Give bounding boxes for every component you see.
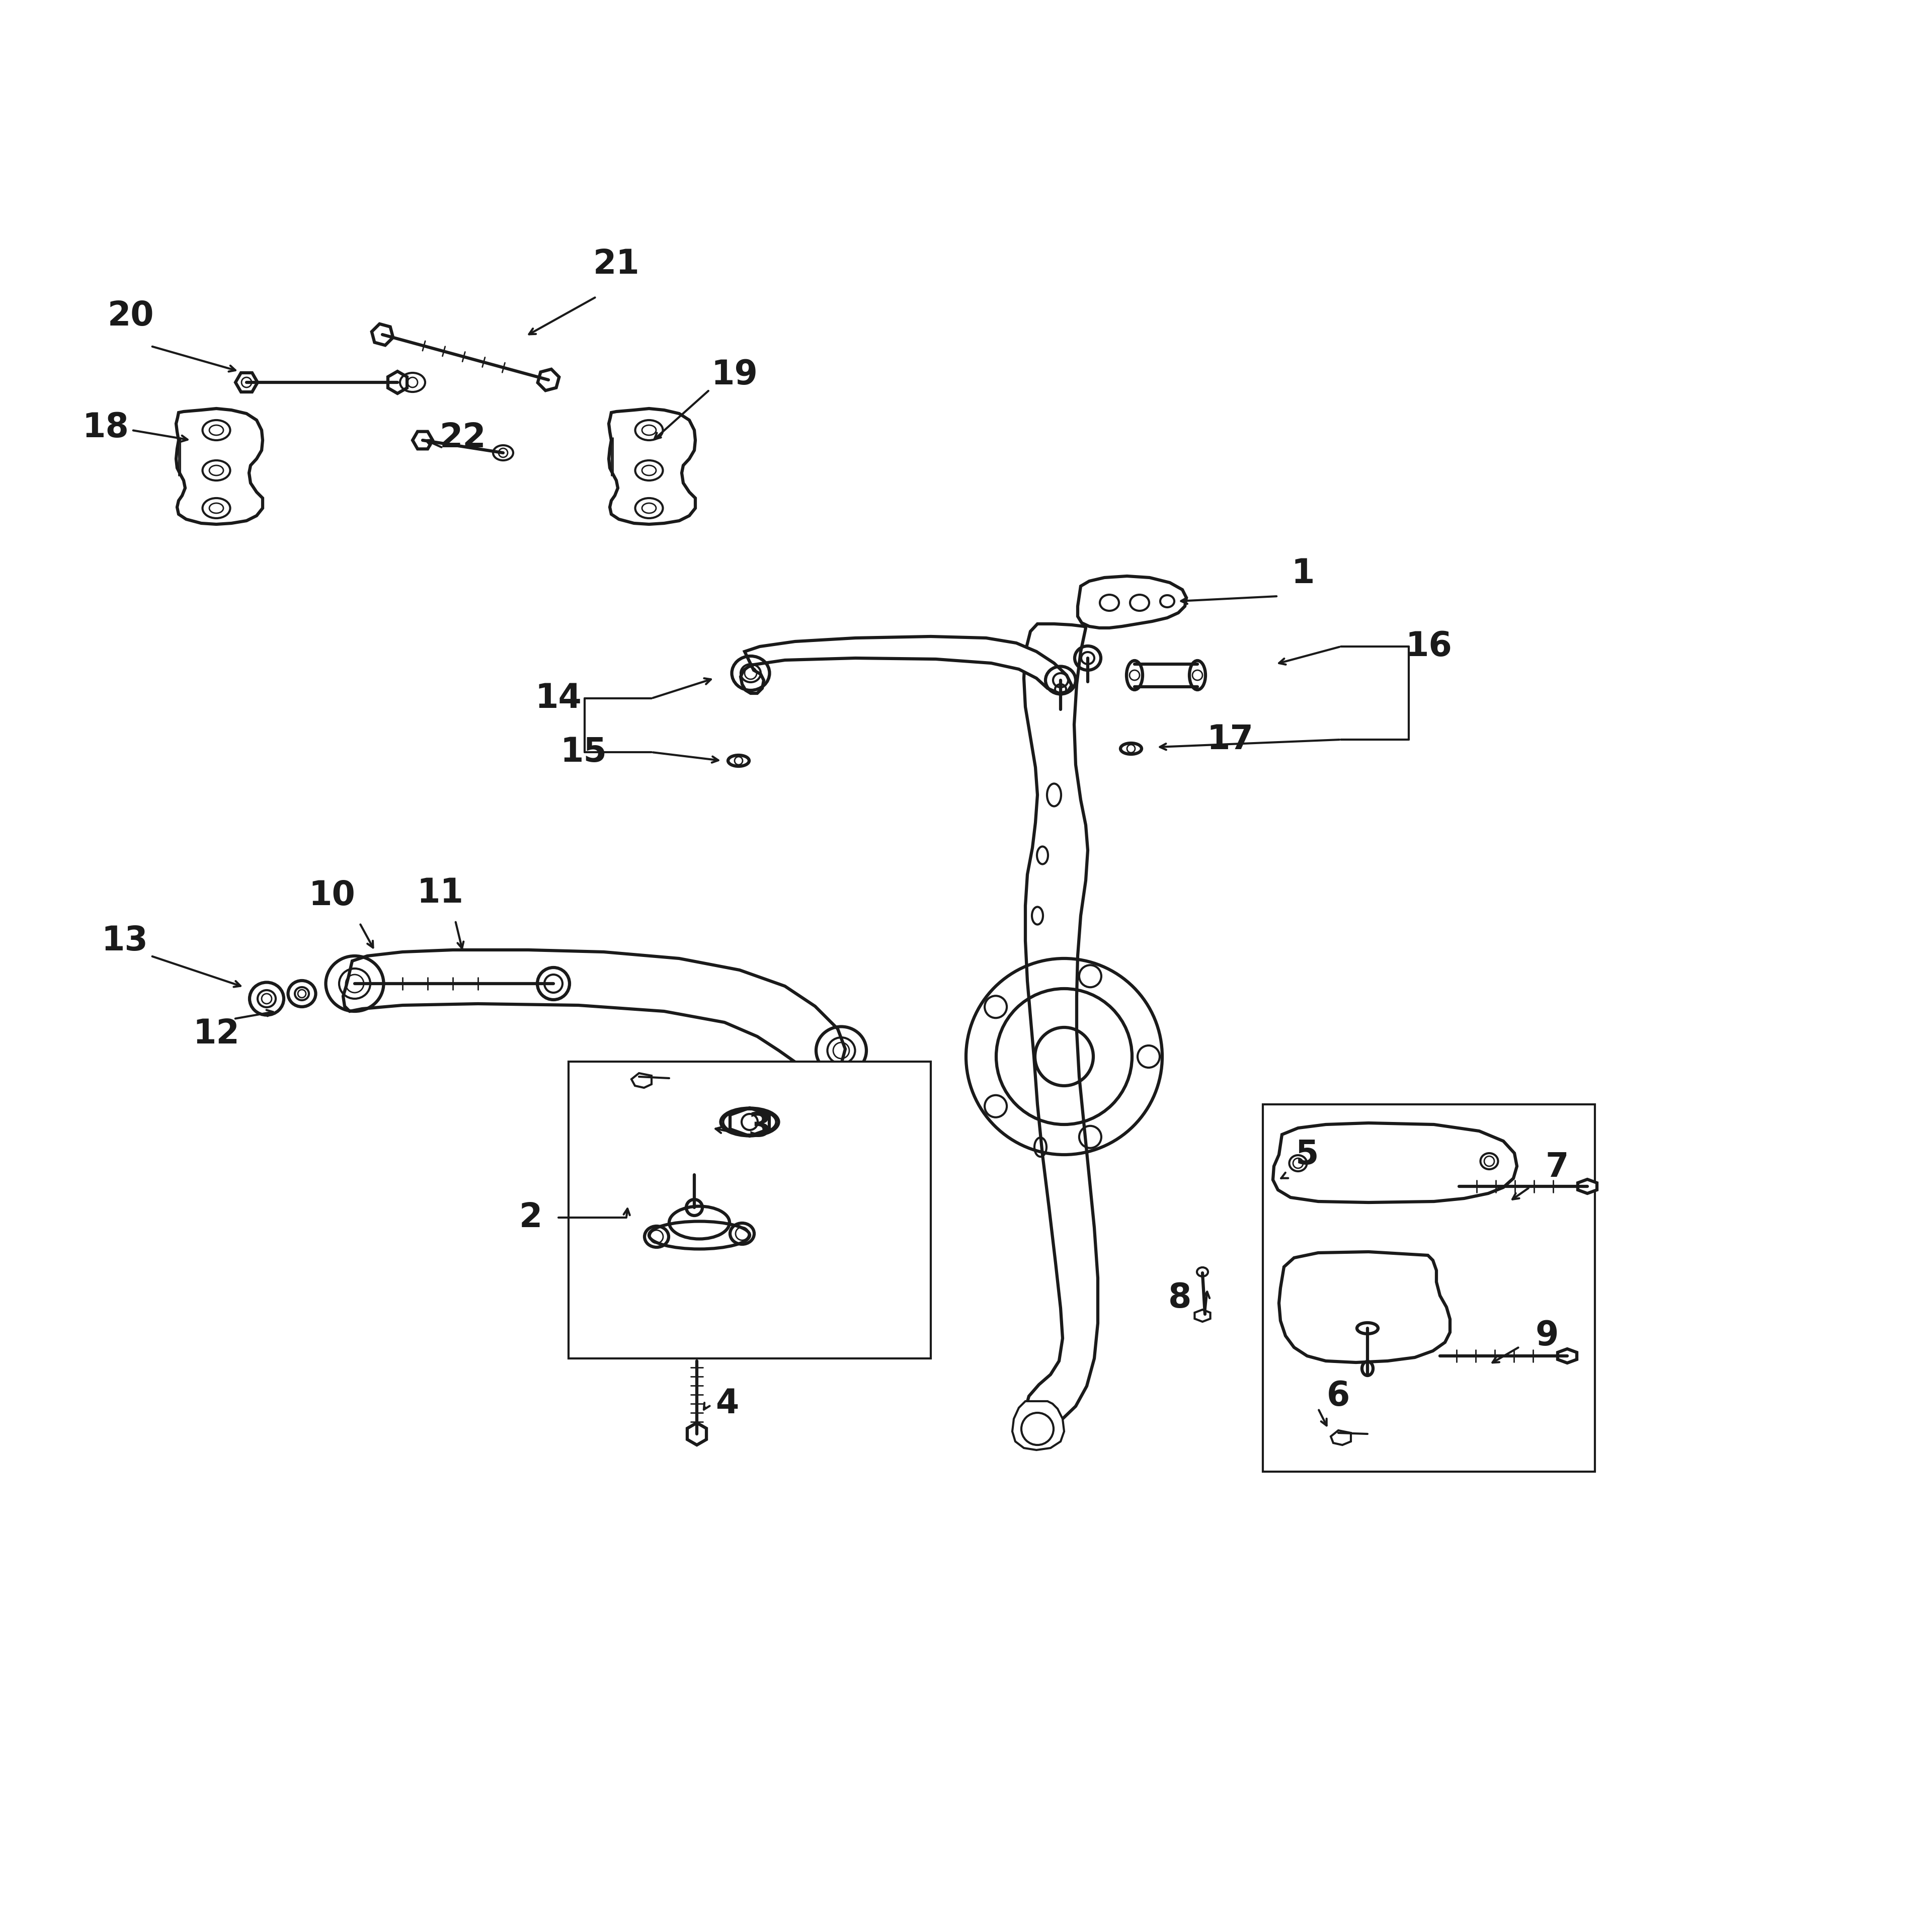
Polygon shape: [236, 373, 257, 392]
Text: 17: 17: [1208, 723, 1254, 755]
Text: 4: 4: [715, 1387, 738, 1420]
Polygon shape: [371, 325, 392, 346]
Text: 21: 21: [593, 247, 639, 280]
Text: 1: 1: [1291, 556, 1316, 589]
Polygon shape: [1012, 1401, 1065, 1451]
Polygon shape: [1078, 576, 1186, 628]
Text: 22: 22: [440, 421, 487, 454]
Polygon shape: [740, 636, 1072, 694]
Text: 7: 7: [1546, 1151, 1569, 1184]
Text: 15: 15: [560, 736, 607, 769]
Text: 10: 10: [309, 879, 355, 912]
Text: 9: 9: [1536, 1320, 1559, 1352]
Text: 18: 18: [83, 412, 129, 444]
Polygon shape: [1273, 1122, 1517, 1202]
Polygon shape: [1578, 1179, 1598, 1194]
Polygon shape: [1024, 624, 1097, 1426]
Text: 20: 20: [108, 299, 155, 332]
Polygon shape: [176, 408, 263, 524]
Bar: [568, 1061, 931, 1358]
Text: 13: 13: [102, 923, 149, 958]
Text: 11: 11: [417, 877, 464, 910]
Polygon shape: [1331, 1430, 1350, 1445]
Text: 8: 8: [1169, 1281, 1192, 1314]
Text: 6: 6: [1327, 1379, 1350, 1412]
Polygon shape: [388, 371, 408, 394]
Polygon shape: [1194, 1310, 1209, 1321]
Polygon shape: [537, 369, 558, 390]
Polygon shape: [1279, 1252, 1451, 1362]
Text: 14: 14: [535, 682, 582, 715]
Text: 12: 12: [193, 1018, 240, 1051]
Text: 3: 3: [748, 1111, 771, 1144]
Polygon shape: [344, 951, 846, 1072]
Text: 19: 19: [711, 357, 757, 392]
Polygon shape: [413, 431, 433, 448]
Text: 16: 16: [1405, 630, 1453, 663]
Text: 5: 5: [1296, 1138, 1320, 1171]
Polygon shape: [609, 408, 696, 524]
Polygon shape: [1557, 1349, 1577, 1362]
Polygon shape: [730, 1107, 769, 1136]
Text: 2: 2: [520, 1202, 543, 1235]
Polygon shape: [688, 1422, 707, 1445]
Bar: [1264, 1105, 1596, 1472]
